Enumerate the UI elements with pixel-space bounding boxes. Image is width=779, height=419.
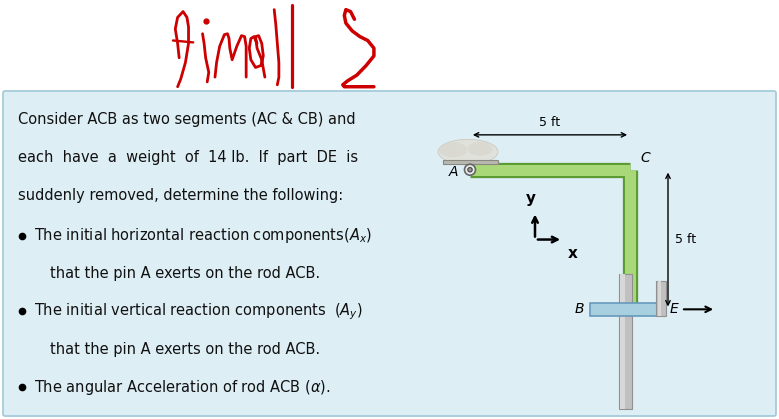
Bar [619,274,632,409]
Text: C: C [640,151,650,165]
Text: suddenly removed, determine the following:: suddenly removed, determine the followin… [18,188,344,203]
Text: that the pin A exerts on the rod ACB.: that the pin A exerts on the rod ACB. [50,266,320,281]
Circle shape [464,164,475,175]
Bar [621,274,625,409]
Text: E: E [670,303,679,316]
Text: The initial vertical reaction components  ($A_y$): The initial vertical reaction components… [34,301,363,322]
Text: The angular Acceleration of rod ACB ($\alpha$).: The angular Acceleration of rod ACB ($\a… [34,378,331,397]
Bar [590,303,662,316]
Text: A: A [449,165,458,179]
Ellipse shape [438,140,498,164]
Text: Consider ACB as two segments (AC & CB) and: Consider ACB as two segments (AC & CB) a… [18,112,356,127]
Text: y: y [526,191,536,206]
Text: that the pin A exerts on the rod ACB.: that the pin A exerts on the rod ACB. [50,342,320,357]
Bar [656,282,666,316]
Bar [442,160,498,164]
Circle shape [468,168,472,172]
Ellipse shape [467,142,492,156]
Text: 5 ft: 5 ft [539,116,561,129]
Text: x: x [568,246,578,261]
Ellipse shape [439,142,467,157]
Text: each  have  a  weight  of  14 lb.  If  part  DE  is: each have a weight of 14 lb. If part DE … [18,150,358,165]
Text: B: B [574,303,584,316]
FancyBboxPatch shape [3,91,776,416]
Bar [658,282,661,316]
Text: The initial horizontal reaction components($A_x$): The initial horizontal reaction componen… [34,226,372,245]
Text: 5 ft: 5 ft [675,233,696,246]
